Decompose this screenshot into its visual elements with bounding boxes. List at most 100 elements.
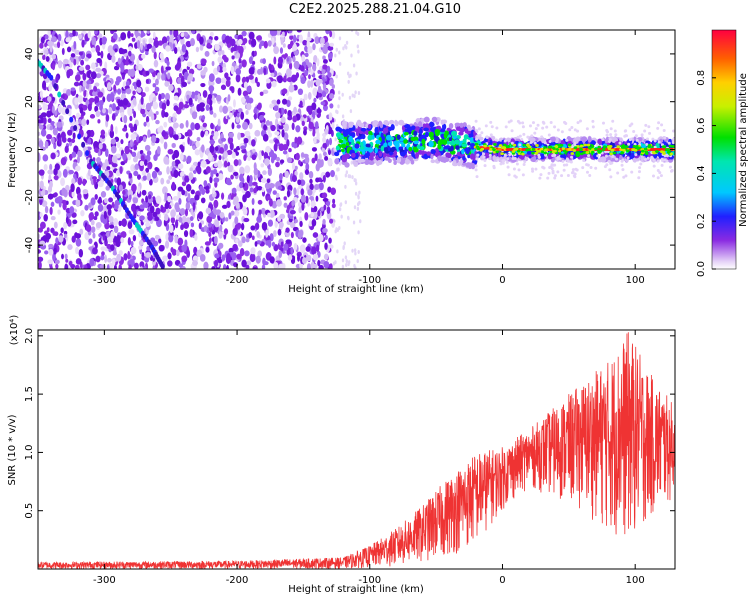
noise-speckle (111, 163, 118, 168)
noise-speckle (222, 264, 227, 269)
signal-cell (435, 130, 440, 137)
noise-speckle (122, 153, 127, 161)
noise-speckle (223, 151, 228, 159)
noise-speckle (38, 261, 42, 269)
signal-core (492, 150, 497, 154)
noise-speckle (142, 136, 147, 143)
noise-speckle (194, 90, 199, 96)
noise-speckle (156, 145, 161, 155)
noise-speckle (75, 165, 81, 172)
noise-speckle (306, 39, 310, 49)
noise-speckle (168, 84, 174, 92)
signal-halo (553, 163, 557, 167)
signal-halo (632, 130, 636, 134)
signal-halo (656, 168, 660, 172)
noise-speckle (111, 55, 116, 63)
signal-cell (418, 128, 423, 135)
noise-speckle (53, 175, 59, 181)
signal-halo (604, 150, 608, 154)
noise-speckle (181, 181, 187, 187)
noise-speckle (183, 104, 190, 109)
noise-speckle (133, 123, 138, 132)
signal-halo (640, 133, 644, 137)
noise-speckle (233, 210, 240, 217)
noise-speckle (276, 99, 281, 105)
signal-halo (660, 157, 664, 161)
noise-speckle (237, 159, 242, 166)
snr-panel: -300 -200 -100 0 100 0.51.01.52.0 Height of … (7, 315, 676, 595)
noise-speckle (272, 190, 277, 195)
noise-speckle (80, 59, 85, 66)
noise-speckle (286, 189, 291, 198)
signal-halo (656, 176, 660, 180)
noise-speckle (44, 250, 49, 255)
noise-speckle (327, 157, 333, 167)
signal-cell (378, 152, 383, 157)
noise-speckle (354, 251, 357, 256)
noise-speckle (167, 72, 171, 80)
noise-speckle (200, 70, 207, 76)
noise-speckle (293, 49, 299, 56)
noise-speckle (337, 90, 341, 95)
signal-cell (454, 139, 460, 145)
noise-speckle (60, 39, 64, 47)
noise-speckle (145, 102, 152, 111)
signal-cell (448, 137, 453, 142)
signal-halo (650, 155, 654, 159)
noise-speckle (91, 36, 95, 46)
noise-speckle (218, 242, 224, 249)
noise-speckle (312, 43, 316, 51)
noise-speckle (40, 129, 47, 137)
noise-speckle (262, 257, 266, 266)
noise-speckle (235, 73, 241, 83)
signal-halo (547, 133, 551, 137)
noise-speckle (191, 111, 198, 120)
noise-speckle (226, 180, 233, 186)
noise-speckle (209, 176, 213, 184)
signal-cell (380, 145, 385, 152)
signal-cell (449, 139, 456, 147)
noise-speckle (223, 228, 229, 235)
noise-speckle (65, 216, 69, 225)
noise-speckle (351, 93, 354, 98)
noise-speckle (235, 151, 240, 156)
noise-speckle (108, 197, 114, 203)
noise-speckle (212, 187, 216, 195)
noise-speckle (292, 34, 297, 43)
trace-point (49, 74, 54, 81)
signal-halo (502, 159, 506, 163)
noise-speckle (232, 243, 238, 251)
noise-speckle (279, 47, 284, 54)
noise-speckle (263, 40, 268, 49)
signal-cell (367, 134, 373, 141)
noise-speckle (221, 49, 225, 56)
noise-speckle (159, 52, 164, 60)
noise-speckle (195, 165, 200, 172)
signal-core (585, 151, 590, 154)
noise-speckle (62, 201, 67, 211)
signal-cell (597, 138, 603, 145)
noise-speckle (258, 209, 262, 215)
noise-speckle (173, 95, 179, 101)
signal-halo (620, 159, 624, 163)
noise-speckle (271, 37, 275, 46)
noise-speckle (155, 119, 160, 125)
noise-speckle (329, 263, 333, 269)
noise-speckle (309, 196, 315, 201)
signal-cell (452, 159, 457, 166)
noise-speckle (166, 166, 170, 175)
noise-speckle (170, 209, 176, 218)
snr-series-line (38, 332, 675, 569)
noise-speckle (108, 153, 112, 163)
noise-speckle (353, 94, 356, 99)
noise-speckle (208, 73, 215, 82)
noise-speckle (180, 170, 185, 177)
noise-speckle (181, 81, 188, 88)
noise-speckle (107, 236, 114, 244)
noise-speckle (172, 116, 176, 123)
noise-speckle (356, 44, 360, 49)
signal-halo (634, 134, 638, 138)
signal-core (640, 149, 645, 153)
signal-halo (635, 138, 639, 142)
